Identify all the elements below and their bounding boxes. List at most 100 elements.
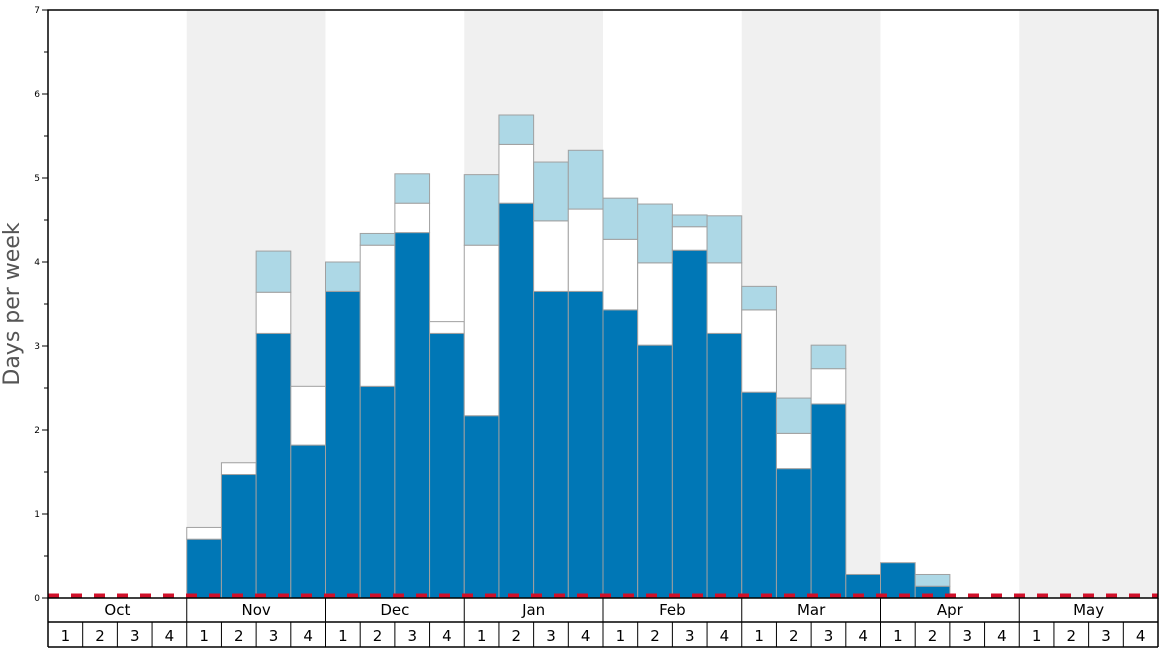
bar-week-20-series-1: [706, 332, 743, 599]
y-tick-label: 0: [34, 594, 40, 604]
bar-week-10-series-3: [359, 232, 396, 246]
week-label: 3: [685, 627, 695, 645]
week-label: 2: [373, 627, 383, 645]
bar-week-5-series-1: [186, 538, 222, 599]
bar-week-7-series-3: [255, 250, 292, 293]
plot-frame: [47, 9, 1159, 599]
bar-week-13-series-2: [463, 244, 500, 417]
week-label: 1: [754, 627, 764, 645]
bar-week-14-series-2: [498, 143, 535, 204]
bar-week-12-series-1: [429, 332, 465, 599]
y-axis-label: Days per week: [0, 222, 25, 385]
week-label: 2: [650, 627, 660, 645]
week-label: 3: [962, 627, 972, 645]
bar-week-11-series-1: [394, 232, 431, 599]
bar-week-16-series-3: [567, 149, 604, 210]
bar-week-21-series-1: [741, 391, 777, 599]
week-label: 2: [512, 627, 522, 645]
bar-week-21-series-2: [741, 309, 777, 393]
month-label-mar: Mar: [797, 601, 826, 619]
week-label: 3: [269, 627, 279, 645]
week-label: 2: [95, 627, 105, 645]
bar-week-17-series-3: [602, 197, 639, 240]
week-label: 3: [1101, 627, 1111, 645]
week-label: 3: [824, 627, 834, 645]
week-label: 3: [130, 627, 140, 645]
month-label-may: May: [1073, 601, 1104, 619]
y-axis: 0 1 2 3 4 5 6 7: [34, 6, 48, 604]
bar-week-23-series-1: [810, 403, 847, 599]
bar-week-13-series-3: [463, 174, 500, 246]
bar-week-16-series-2: [567, 208, 604, 292]
bar-week-17-series-1: [602, 309, 639, 599]
bar-week-18-series-1: [637, 344, 673, 599]
bar-week-17-series-2: [602, 238, 639, 311]
bars-group: [186, 114, 951, 599]
week-label: 1: [61, 627, 71, 645]
bar-week-20-series-3: [706, 215, 743, 264]
y-tick-label: 5: [34, 174, 40, 184]
bar-week-19-series-1: [671, 249, 708, 599]
week-label: 1: [477, 627, 487, 645]
week-label: 4: [165, 627, 175, 645]
week-label: 2: [789, 627, 799, 645]
y-tick-label: 7: [34, 6, 40, 16]
month-band-may: [1019, 10, 1158, 598]
y-tick-label: 6: [34, 90, 40, 100]
week-label: 1: [199, 627, 209, 645]
bar-week-8-series-1: [290, 444, 326, 599]
bar-week-6-series-1: [220, 474, 257, 599]
week-label: 4: [581, 627, 591, 645]
week-label: 1: [1032, 627, 1042, 645]
bar-week-7-series-2: [255, 291, 292, 334]
week-label: 4: [1136, 627, 1146, 645]
month-label-oct: Oct: [104, 601, 130, 619]
month-label-apr: Apr: [937, 601, 964, 619]
bar-week-15-series-3: [533, 161, 569, 222]
bar-week-16-series-1: [567, 290, 604, 599]
week-label: 4: [303, 627, 313, 645]
week-label: 4: [997, 627, 1007, 645]
week-label: 1: [338, 627, 348, 645]
bar-week-6-series-2: [220, 462, 257, 476]
month-label-feb: Feb: [659, 601, 686, 619]
bar-week-13-series-1: [463, 415, 500, 599]
bar-week-11-series-2: [394, 202, 431, 234]
week-label: 2: [234, 627, 244, 645]
week-label: 1: [893, 627, 903, 645]
bar-week-14-series-1: [498, 202, 535, 599]
bar-week-8-series-2: [290, 385, 326, 446]
bar-week-7-series-1: [255, 332, 292, 599]
bar-week-22-series-3: [775, 397, 812, 434]
bar-week-10-series-2: [359, 244, 396, 387]
bar-week-22-series-2: [775, 432, 812, 470]
week-label: 2: [928, 627, 938, 645]
bar-week-19-series-2: [671, 226, 708, 251]
y-tick-label: 4: [34, 258, 40, 268]
month-label-jan: Jan: [521, 601, 545, 619]
bar-week-23-series-2: [810, 368, 847, 405]
bar-week-11-series-3: [394, 173, 431, 204]
bar-week-9-series-1: [325, 290, 361, 599]
x-axis: Oct 1 2 3 4 Nov 1 2 3 4 Dec 1 2 3 4 Jan 1 2 3 4 Feb 1 2 3 4 Mar 1 2…: [47, 598, 1159, 648]
week-label: 3: [546, 627, 556, 645]
bar-week-15-series-1: [533, 290, 569, 599]
week-label: 4: [442, 627, 452, 645]
week-label: 1: [616, 627, 626, 645]
bar-week-19-series-3: [671, 214, 708, 228]
month-label-dec: Dec: [380, 601, 409, 619]
bar-week-22-series-1: [775, 468, 812, 599]
bar-week-12-series-2: [429, 321, 465, 334]
bar-week-5-series-2: [186, 526, 222, 540]
y-tick-label: 2: [34, 426, 40, 436]
bar-week-23-series-3: [810, 344, 847, 370]
bar-week-15-series-2: [533, 220, 569, 292]
bar-week-14-series-3: [498, 114, 535, 145]
bar-week-20-series-2: [706, 262, 743, 334]
bar-week-9-series-3: [325, 261, 361, 292]
week-label: 4: [720, 627, 730, 645]
bar-week-18-series-3: [637, 203, 673, 264]
bar-week-10-series-1: [359, 385, 396, 599]
